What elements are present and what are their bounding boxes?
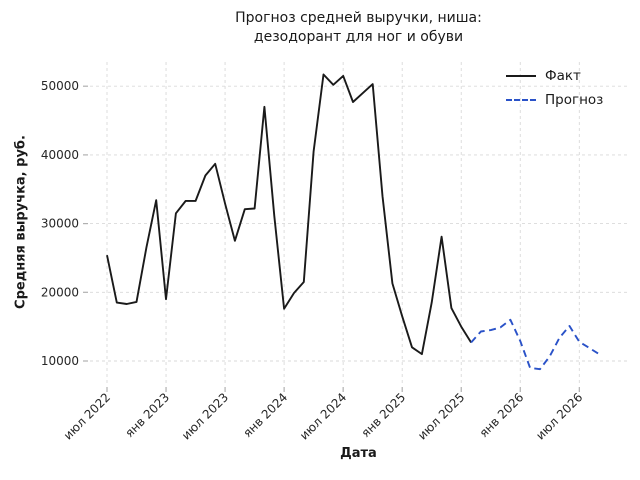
fact-line [106,73,472,356]
y-tick-label: 50000 [41,79,79,93]
legend: Факт Прогноз [506,67,603,115]
y-tick-label: 30000 [41,217,79,231]
y-tick-label: 10000 [41,354,79,368]
y-tick-label: 40000 [41,148,79,162]
y-tick-label: 20000 [41,285,79,299]
x-tick-label: янв 2026 [477,390,527,440]
legend-item-fact: Факт [506,67,603,84]
forecast-line [470,318,600,371]
x-tick-label: июл 2022 [61,390,113,442]
legend-label-forecast: Прогноз [545,91,604,108]
x-tick-label: июл 2023 [179,390,231,442]
fact-line-sample [506,74,536,77]
y-axis-label: Средняя выручка, руб. [13,135,29,309]
x-tick-label: июл 2025 [415,390,467,442]
x-tick-label: янв 2025 [358,390,408,440]
chart-title-line2: дезодорант для ног и обуви [253,29,464,45]
x-axis-label: Дата [340,446,377,461]
chart-title-line1: Прогноз средней выручки, ниша: [235,10,482,26]
x-tick-label: июл 2024 [297,390,349,442]
x-tick-label: янв 2024 [240,390,290,440]
chart-title: Прогноз средней выручки, ниша: дезодоран… [90,9,627,47]
legend-item-forecast: Прогноз [506,91,603,108]
x-tick-label: июл 2026 [533,390,585,442]
x-tick-label: янв 2023 [122,390,172,440]
forecast-line-sample [506,98,536,101]
legend-label-fact: Факт [545,67,581,84]
